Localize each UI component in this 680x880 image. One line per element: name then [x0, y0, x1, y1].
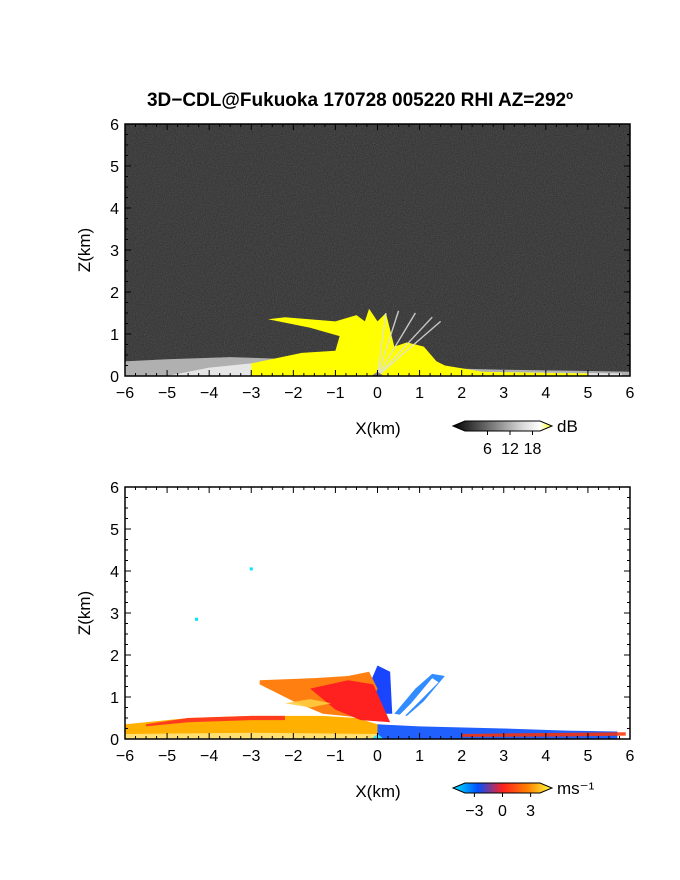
- velocity-x-tick-label: 4: [541, 748, 550, 765]
- velocity-streak-gap: [396, 678, 439, 721]
- velocity-axes: −6 −5 −4 −3 −2 −1 0 1 2 3 4 5 6 0 1 2 3 4 5 6: [110, 480, 634, 765]
- velocity-x-tick-label: −3: [242, 748, 260, 765]
- snr-x-tick-label: −6: [116, 385, 134, 402]
- velocity-colorbar-bar: [451, 782, 554, 794]
- snr-y-tick-label: 3: [110, 243, 119, 260]
- snr-x-tick-label: −2: [284, 385, 302, 402]
- snr-x-tick-label: −3: [242, 385, 260, 402]
- snr-colorbar-tick-label: 18: [524, 441, 542, 458]
- velocity-y-tick-label: 6: [110, 480, 119, 497]
- snr-beam-streak: [376, 312, 416, 376]
- velocity-x-tick-label: −1: [326, 748, 344, 765]
- velocity-x-tick-label: 2: [457, 748, 466, 765]
- velocity-y-axis-label: Z(km): [75, 591, 94, 635]
- velocity-x-tick-label: −5: [158, 748, 176, 765]
- snr-x-tick-label: −4: [200, 385, 218, 402]
- velocity-y-tick-label: 3: [110, 606, 119, 623]
- velocity-x-tick-label: −4: [200, 748, 218, 765]
- velocity-x-tick-label: 3: [499, 748, 508, 765]
- snr-y-tick-label: 5: [110, 159, 119, 176]
- snr-colorbar: dB 6 12 18: [451, 417, 578, 458]
- snr-beam-streak: [377, 320, 442, 376]
- snr-axes: −6 −5 −4 −3 −2 −1 0 1 2 3 4 5 6 0 1 2 3 4 5 6: [110, 117, 634, 402]
- snr-colorbar-tick-label: 12: [501, 441, 519, 458]
- snr-x-tick-label: 1: [415, 385, 424, 402]
- snr-x-tick-label: 5: [583, 385, 592, 402]
- snr-y-tick-label: 0: [110, 369, 119, 386]
- velocity-colorbar-unit: ms⁻¹: [557, 779, 595, 798]
- snr-y-tick-label: 4: [110, 201, 119, 218]
- velocity-y-tick-label: 1: [110, 690, 119, 707]
- velocity-x-tick-label: 0: [373, 748, 382, 765]
- snr-x-tick-label: −5: [158, 385, 176, 402]
- snr-y-axis-label: Z(km): [75, 228, 94, 272]
- velocity-x-axis-label: X(km): [355, 782, 400, 801]
- velocity-y-tick-label: 5: [110, 522, 119, 539]
- velocity-y-tick-label: 0: [110, 732, 119, 749]
- velocity-upper-highlight: [284, 699, 332, 708]
- velocity-isolated-point: [195, 617, 199, 621]
- snr-x-axis-label: X(km): [355, 419, 400, 438]
- snr-y-tick-label: 1: [110, 327, 119, 344]
- snr-strong-echo: [251, 308, 588, 376]
- snr-x-tick-label: −1: [326, 385, 344, 402]
- velocity-left-red-edge: [146, 715, 285, 727]
- snr-x-tick-label: 3: [499, 385, 508, 402]
- velocity-x-tick-label: 6: [626, 748, 635, 765]
- velocity-colorbar-ticks: −3 0 3: [465, 793, 535, 820]
- velocity-colorbar: ms⁻¹ −3 0 3: [451, 779, 595, 820]
- velocity-x-tick-label: −6: [116, 748, 134, 765]
- snr-colorbar-tick-label: 6: [483, 441, 492, 458]
- velocity-x-tick-label: 5: [583, 748, 592, 765]
- snr-beam-streak: [376, 316, 433, 376]
- velocity-y-tick-label: 2: [110, 648, 119, 665]
- velocity-isolated-point: [249, 567, 253, 571]
- velocity-x-tick-label: −2: [284, 748, 302, 765]
- velocity-core: [310, 680, 391, 723]
- snr-x-tick-label: 2: [457, 385, 466, 402]
- snr-colorbar-ticks: 6 12 18: [483, 431, 542, 458]
- snr-colorbar-unit: dB: [557, 417, 578, 436]
- snr-beam-streak: [376, 312, 387, 376]
- velocity-y-tick-label: 4: [110, 564, 119, 581]
- velocity-panel: −6 −5 −4 −3 −2 −1 0 1 2 3 4 5 6 0 1 2 3 4 5 6 X(km) Z(km) m…: [75, 480, 635, 820]
- snr-y-tick-label: 6: [110, 117, 119, 134]
- velocity-right-red-strip: [461, 732, 626, 737]
- velocity-echo: [125, 567, 626, 739]
- snr-beam-streak: [376, 310, 400, 376]
- velocity-colorbar-tick-label: −3: [465, 803, 483, 820]
- velocity-colorbar-tick-label: 3: [526, 803, 535, 820]
- snr-x-tick-label: 4: [541, 385, 550, 402]
- snr-x-tick-label: 0: [373, 385, 382, 402]
- snr-colorbar-bar: [451, 420, 554, 432]
- snr-x-tick-label: 6: [626, 385, 635, 402]
- chart-title: 3D−CDL@Fukuoka 170728 005220 RHI AZ=292º: [147, 90, 573, 111]
- snr-y-tick-label: 2: [110, 285, 119, 302]
- velocity-colorbar-tick-label: 0: [498, 803, 507, 820]
- velocity-x-tick-label: 1: [415, 748, 424, 765]
